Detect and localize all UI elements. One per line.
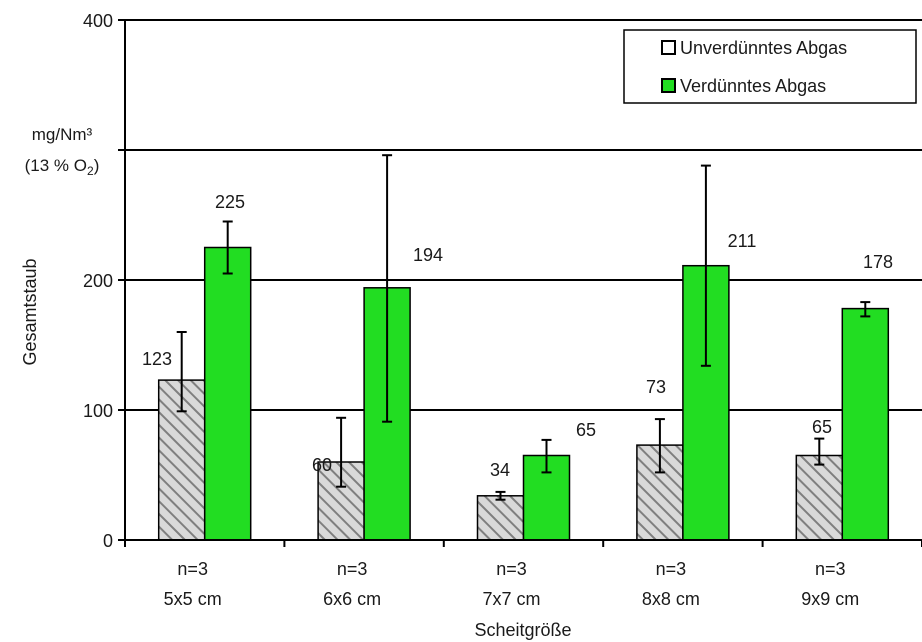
x-category-n-1: n=3 xyxy=(337,559,368,579)
data-label-1-1: 194 xyxy=(413,245,443,265)
y-axis-label: Gesamtstaub xyxy=(20,258,40,365)
y-tick-label-100: 100 xyxy=(83,401,113,421)
legend: Unverdünntes Abgas Verdünntes Abgas xyxy=(623,29,917,104)
bar-verduennt-0 xyxy=(203,246,252,541)
data-label-0-2: 34 xyxy=(490,460,510,480)
data-label-0-4: 65 xyxy=(812,417,832,437)
data-label-1-0: 225 xyxy=(215,192,245,212)
x-category-size-0: 5x5 cm xyxy=(164,589,222,609)
data-label-0-1: 60 xyxy=(312,455,332,475)
unit-close: ) xyxy=(94,156,100,175)
bar-unverduennt-4 xyxy=(795,454,844,541)
data-label-1-3: 211 xyxy=(728,231,757,251)
legend-swatch-unverduennt xyxy=(661,40,676,55)
x-category-size-2: 7x7 cm xyxy=(482,589,540,609)
bar-verduennt-2 xyxy=(522,454,571,541)
data-label-0-0: 123 xyxy=(142,349,172,369)
unit-subscript: 2 xyxy=(87,164,94,178)
x-category-n-2: n=3 xyxy=(496,559,527,579)
x-category-size-3: 8x8 cm xyxy=(642,589,700,609)
data-label-1-4: 178 xyxy=(863,252,893,272)
unit-condition-text: (13 % O xyxy=(25,156,87,175)
x-category-n-3: n=3 xyxy=(656,559,687,579)
x-category-size-1: 6x6 cm xyxy=(323,589,381,609)
data-labels: 123 60 34 73 65 225 194 65 211 178 xyxy=(142,192,893,480)
error-bars xyxy=(176,154,871,501)
y-axis-unit: mg/Nm³ xyxy=(32,125,93,144)
y-tick-label-0: 0 xyxy=(103,531,113,551)
y-tick-label-400: 400 xyxy=(83,11,113,31)
x-category-n-4: n=3 xyxy=(815,559,846,579)
x-axis-label: Scheitgröße xyxy=(474,620,571,640)
bar-unverduennt-2 xyxy=(476,495,525,541)
y-axis-title-group: mg/Nm³ (13 % O2) Gesamtstaub xyxy=(20,125,99,366)
x-category-size-4: 9x9 cm xyxy=(801,589,859,609)
data-label-0-3: 73 xyxy=(646,377,666,397)
bar-verduennt-4 xyxy=(841,307,890,541)
axes: 0 100 200 400 n=3 5x5 cm n=3 6x6 cm n=3 7x7 cm n=3… xyxy=(83,11,922,609)
legend-label-unverduennt: Unverdünntes Abgas xyxy=(680,38,847,58)
bars xyxy=(157,246,890,541)
legend-label-verduennt: Verdünntes Abgas xyxy=(680,76,826,96)
y-axis-unit-condition: (13 % O2) xyxy=(25,156,100,178)
x-category-n-0: n=3 xyxy=(177,559,208,579)
legend-swatch-verduennt xyxy=(661,78,676,93)
gridlines xyxy=(125,19,922,411)
y-tick-label-200: 200 xyxy=(83,271,113,291)
data-label-1-2: 65 xyxy=(576,420,596,440)
